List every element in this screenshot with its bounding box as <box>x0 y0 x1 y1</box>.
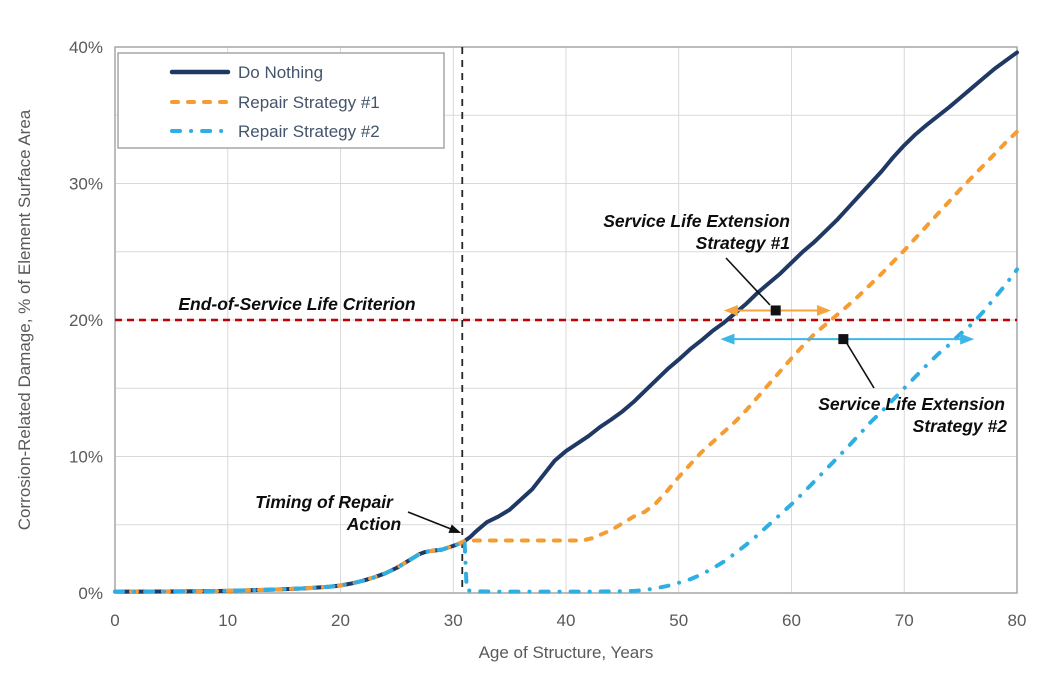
y-tick-label: 20% <box>69 311 103 330</box>
y-tick-label: 0% <box>78 584 103 603</box>
x-tick-label: 10 <box>218 611 237 630</box>
legend-label-do-nothing: Do Nothing <box>238 63 323 82</box>
leader-line <box>407 511 452 530</box>
timing-annotation-line1: Timing of Repair <box>255 492 394 512</box>
y-tick-label: 40% <box>69 38 103 57</box>
arrowhead-right <box>960 333 975 345</box>
x-axis-tick-labels: 0 10 20 30 40 50 60 70 80 <box>110 611 1026 630</box>
x-tick-label: 50 <box>669 611 688 630</box>
series-lines <box>113 50 1019 594</box>
y-tick-label: 10% <box>69 448 103 467</box>
x-tick-label: 30 <box>444 611 463 630</box>
legend-label-repair-strategy-2: Repair Strategy #2 <box>238 122 380 141</box>
x-tick-label: 20 <box>331 611 350 630</box>
x-tick-label: 40 <box>557 611 576 630</box>
sle2-annotation-line2: Strategy #2 <box>913 416 1008 436</box>
legend-label-repair-strategy-1: Repair Strategy #1 <box>238 93 380 112</box>
eosl-annotation: End-of-Service Life Criterion <box>178 294 415 314</box>
sle1-annotation-line2: Strategy #1 <box>696 233 790 253</box>
extension-arrow-1 <box>723 304 831 316</box>
y-tick-label: 30% <box>69 175 103 194</box>
extension-arrows <box>720 304 975 345</box>
x-tick-label: 70 <box>895 611 914 630</box>
y-axis-title: Corrosion-Related Damage, % of Element S… <box>15 109 34 530</box>
legend-swatches <box>169 69 231 133</box>
arrowhead-right <box>816 304 831 316</box>
arrowhead-left <box>720 333 735 345</box>
timing-annotation-line2: Action <box>346 514 401 534</box>
annotation-marker-square <box>838 334 849 345</box>
sle2-annotation-line1: Service Life Extension <box>818 394 1005 414</box>
annotation-leader-lines <box>407 257 875 534</box>
y-axis-tick-labels: 0% 10% 20% 30% 40% <box>69 38 103 603</box>
x-tick-label: 80 <box>1008 611 1027 630</box>
reference-lines <box>115 47 1017 593</box>
sle1-annotation-line1: Service Life Extension <box>603 211 790 231</box>
annotation-marker-square <box>770 305 781 316</box>
x-tick-label: 0 <box>110 611 119 630</box>
x-axis-title: Age of Structure, Years <box>479 643 654 662</box>
extension-arrow-2 <box>720 333 975 345</box>
leader-arrowhead <box>448 524 462 534</box>
x-tick-label: 60 <box>782 611 801 630</box>
series-line-repair-strategy-1 <box>113 129 1019 594</box>
arrowhead-left <box>723 304 738 316</box>
leader-line <box>845 341 875 389</box>
series-line-repair-strategy-2 <box>113 267 1019 594</box>
legend: Do Nothing Repair Strategy #1 Repair Str… <box>117 52 445 149</box>
leader-line <box>725 257 771 306</box>
